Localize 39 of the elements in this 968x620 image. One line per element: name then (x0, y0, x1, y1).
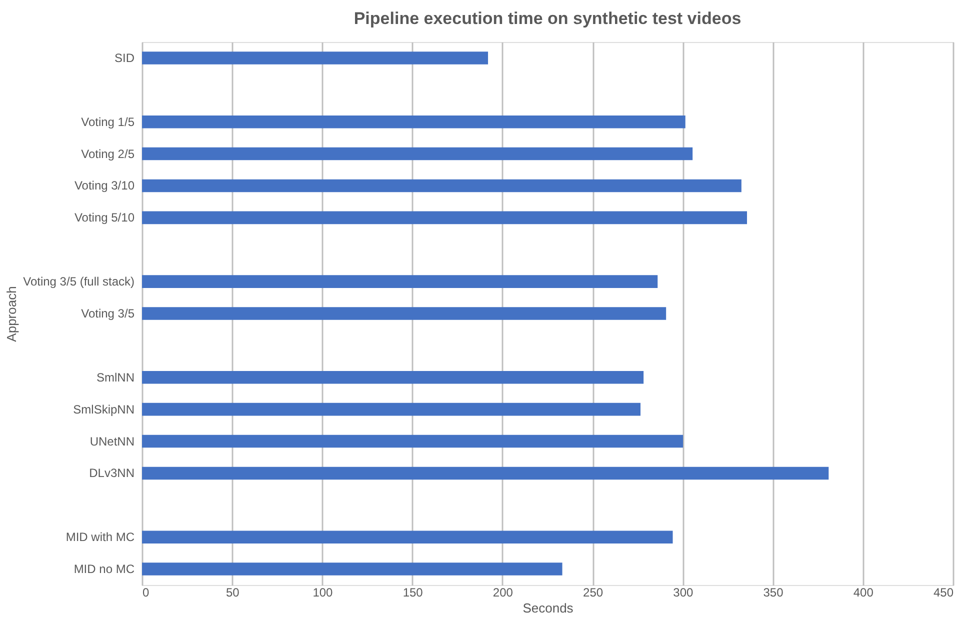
x-tick-label: 100 (312, 586, 334, 600)
chart-title: Pipeline execution time on synthetic test videos (354, 9, 742, 28)
y-tick-label: Voting 3/10 (74, 178, 135, 193)
y-tick-label: Voting 3/5 (full stack) (23, 274, 134, 289)
bar (142, 52, 488, 64)
bar (142, 434, 684, 448)
y-tick-label: SmlNN (96, 370, 134, 384)
bar (142, 115, 686, 128)
bar (142, 402, 640, 416)
y-axis-title: Approach (4, 286, 20, 342)
y-tick-label: SID (114, 50, 135, 65)
x-axis-title: Seconds (522, 600, 574, 616)
bar (142, 211, 748, 224)
bar (142, 530, 673, 544)
y-tick-label: Voting 2/5 (81, 146, 135, 161)
y-tick-label: SmlSkipNN (73, 402, 134, 416)
x-tick-label: 50 (226, 586, 240, 600)
y-tick-label: Voting 1/5 (81, 114, 135, 129)
x-tick-label: 200 (492, 586, 514, 600)
bar (142, 370, 644, 384)
bar (142, 466, 829, 480)
bar (142, 179, 742, 192)
y-tick-label: MID no MC (74, 562, 135, 576)
bar (142, 562, 562, 576)
y-tick-label: UNetNN (90, 434, 134, 448)
y-tick-label: MID with MC (66, 530, 135, 544)
x-tick-label: 150 (402, 586, 424, 600)
y-tick-label: DLv3NN (89, 466, 134, 480)
x-tick-label: 450 (933, 586, 954, 600)
x-tick-label: 300 (673, 586, 694, 600)
x-tick-label: 250 (583, 586, 604, 600)
x-tick-label: 0 (142, 586, 150, 600)
bar (142, 147, 693, 160)
bar (142, 275, 658, 288)
y-tick-label: Voting 5/10 (74, 210, 135, 225)
x-tick-label: 400 (853, 586, 874, 600)
bar (142, 307, 666, 320)
x-tick-label: 350 (763, 586, 784, 600)
y-tick-label: Voting 3/5 (81, 306, 135, 320)
